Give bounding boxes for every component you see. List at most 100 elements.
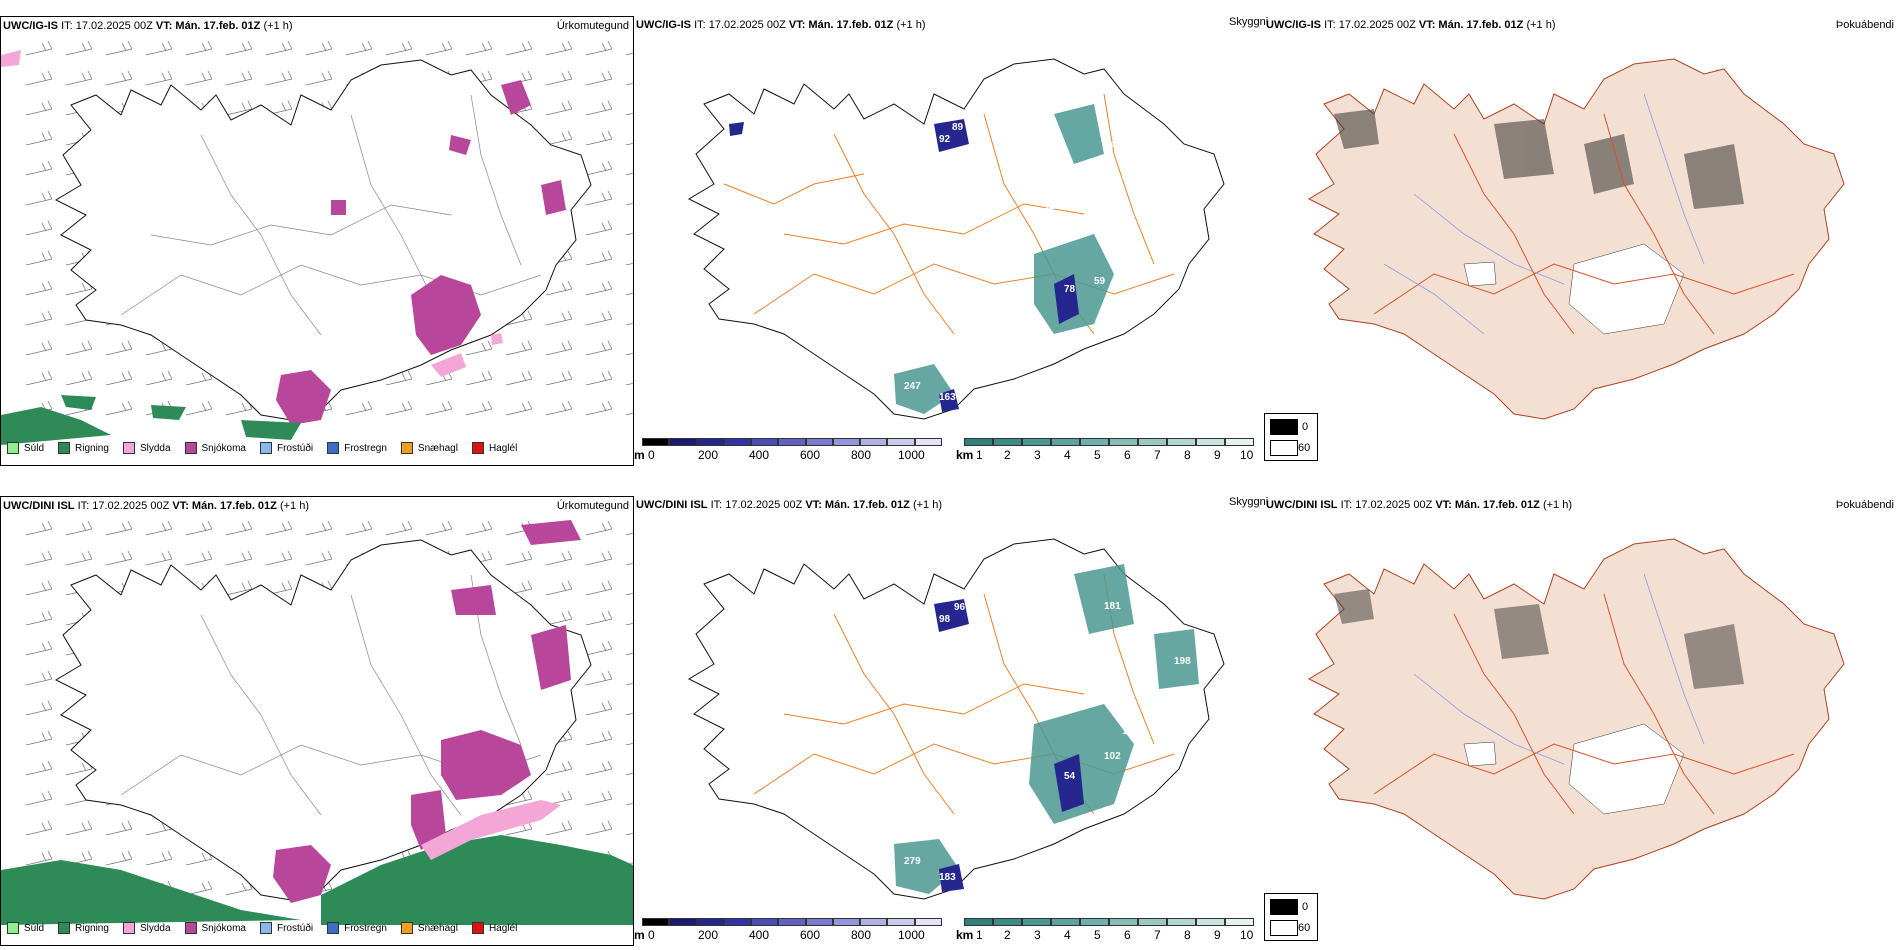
colorbar-segment [914, 438, 942, 446]
fog-legend: 0 60 [1264, 413, 1318, 461]
map-label: 92 [939, 134, 951, 145]
lead-label: (+1 h) [1526, 19, 1556, 31]
vt-label: VT: Mán. 17.feb. 01Z [805, 499, 910, 511]
legend-item: Slydda [122, 442, 171, 454]
fog-map [1307, 538, 1845, 900]
panel-header: UWC/IG-IS IT: 17.02.2025 00Z VT: Mán. 17… [636, 19, 926, 31]
visibility-tick: 3 [1034, 928, 1041, 942]
colorbar-segment [1196, 918, 1225, 926]
legend-swatch [184, 442, 197, 454]
colorbar-segment [751, 438, 779, 446]
fog-legend-value: 60 [1298, 922, 1311, 934]
map-label: 12 [1044, 201, 1056, 212]
colorbar-segment [1167, 918, 1196, 926]
visibility-tick: 1 [976, 448, 983, 462]
colorbar-segment [964, 918, 993, 926]
ceiling-panel-bottom: UWC/DINI ISL IT: 17.02.2025 00Z VT: Mán.… [634, 496, 1268, 946]
lead-label: (+1 h) [896, 19, 926, 31]
clear-areas [1463, 723, 1685, 815]
vt-label: VT: Mán. 17.feb. 01Z [172, 500, 277, 512]
visibility-tick: 2 [1004, 448, 1011, 462]
legend-swatch [471, 922, 484, 934]
legend-item: Frostúði [259, 922, 313, 934]
map-label: 27 [1054, 651, 1066, 662]
ceiling-tick: 200 [698, 448, 719, 462]
map-label: 116 [934, 161, 951, 172]
colorbar-segment [1051, 438, 1080, 446]
legend-label: Súld [24, 922, 45, 934]
legend-swatch [471, 442, 484, 454]
visibility-tick: 5 [1094, 448, 1101, 462]
precip-panel-top: UWC/IG-IS IT: 17.02.2025 00Z VT: Mán. 17… [0, 16, 634, 466]
colorbar-segment [642, 918, 670, 926]
visibility-tick: 9 [1214, 928, 1221, 942]
map-label: 198 [1174, 656, 1191, 667]
map-label: 74 [1114, 251, 1126, 262]
model-name: UWC/IG-IS [636, 19, 691, 31]
it-label: IT: 17.02.2025 00Z [77, 500, 170, 512]
it-label: IT: 17.02.2025 00Z [1340, 499, 1433, 511]
legend-label: Slydda [139, 922, 171, 934]
ceiling-areas [934, 599, 1084, 892]
rain-areas [1, 835, 633, 925]
panel-title: Þokuábendi [1835, 499, 1894, 511]
legend-swatch [122, 922, 135, 934]
ceiling-value-labels: 98 96 146 14 119 181 113 102 54 279 183 … [904, 601, 1191, 883]
colorbar-segment [696, 438, 724, 446]
precip-map [1, 520, 633, 925]
legend-item: Frostúði [259, 442, 314, 454]
fog-panel-top: UWC/IG-IS IT: 17.02.2025 00Z VT: Mán. 17… [1264, 16, 1900, 466]
visibility-tick: 3 [1034, 448, 1041, 462]
legend-item: Snjókoma [184, 922, 246, 934]
colorbar-segment [723, 918, 752, 926]
ceiling-tick: 800 [851, 448, 872, 462]
visibility-tick: 9 [1214, 448, 1221, 462]
lead-label: (+1 h) [912, 499, 942, 511]
vt-label: VT: Mán. 17.feb. 01Z [1435, 499, 1540, 511]
visibility-colorbar: km 1 2 3 4 5 6 7 8 9 10 [956, 436, 1256, 466]
ceiling-tick: 600 [800, 928, 821, 942]
visibility-tick: 6 [1124, 928, 1131, 942]
legend-label: Frostúði [276, 442, 314, 454]
sleet-areas [1, 50, 503, 377]
visibility-tick: 4 [1064, 928, 1071, 942]
precip-legend: Súld Rigning Slydda Snjókoma Frostúði Fr… [7, 922, 531, 934]
panel-title: Úrkomutegund [556, 500, 629, 512]
rivers [1413, 573, 1705, 765]
legend-label: Snæhagl [417, 442, 458, 454]
legend-label: Súld [24, 442, 45, 454]
colorbar-segment [1051, 918, 1080, 926]
legend-item: Snæhagl [400, 922, 458, 934]
map-label: 54 [1064, 771, 1076, 782]
colorbar-segment [778, 918, 806, 926]
legend-item: Haglél [471, 922, 517, 934]
ceiling-tick: 800 [851, 928, 872, 942]
legend-item: Rigning [58, 922, 109, 934]
visibility-tick: 6 [1124, 448, 1131, 462]
visibility-tick: 8 [1184, 448, 1191, 462]
colorbar-segment [778, 438, 806, 446]
ceiling-tick: 0 [648, 928, 655, 942]
panel-header: UWC/DINI ISL IT: 17.02.2025 00Z VT: Mán.… [3, 500, 309, 512]
map-label: 59 [1094, 276, 1106, 287]
map-label: 14 [986, 638, 998, 649]
sleet-areas [421, 800, 561, 860]
visibility-tick: 2 [1004, 928, 1011, 942]
legend-label: Haglél [488, 442, 518, 454]
legend-swatch [400, 442, 413, 454]
fog-shading [1334, 109, 1744, 209]
map-label: 98 [939, 614, 951, 625]
iceland-coastline [1307, 58, 1845, 420]
map-label: 96 [1044, 691, 1056, 702]
map-label: 89 [952, 122, 964, 133]
visibility-tick: 5 [1094, 928, 1101, 942]
legend-item: Slydda [122, 922, 171, 934]
panel-title: Þokuábendi [1835, 19, 1894, 31]
visibility-unit: km [956, 448, 974, 462]
model-name: UWC/DINI ISL [1266, 499, 1338, 511]
colorbar-segment [887, 438, 915, 446]
ceiling-panel-top: UWC/IG-IS IT: 17.02.2025 00Z VT: Mán. 17… [634, 16, 1268, 466]
fog-swatch [1270, 440, 1298, 456]
ceiling-map: 98 96 146 14 119 181 113 102 54 279 183 … [687, 538, 1225, 900]
ceiling-unit: m [634, 928, 645, 942]
